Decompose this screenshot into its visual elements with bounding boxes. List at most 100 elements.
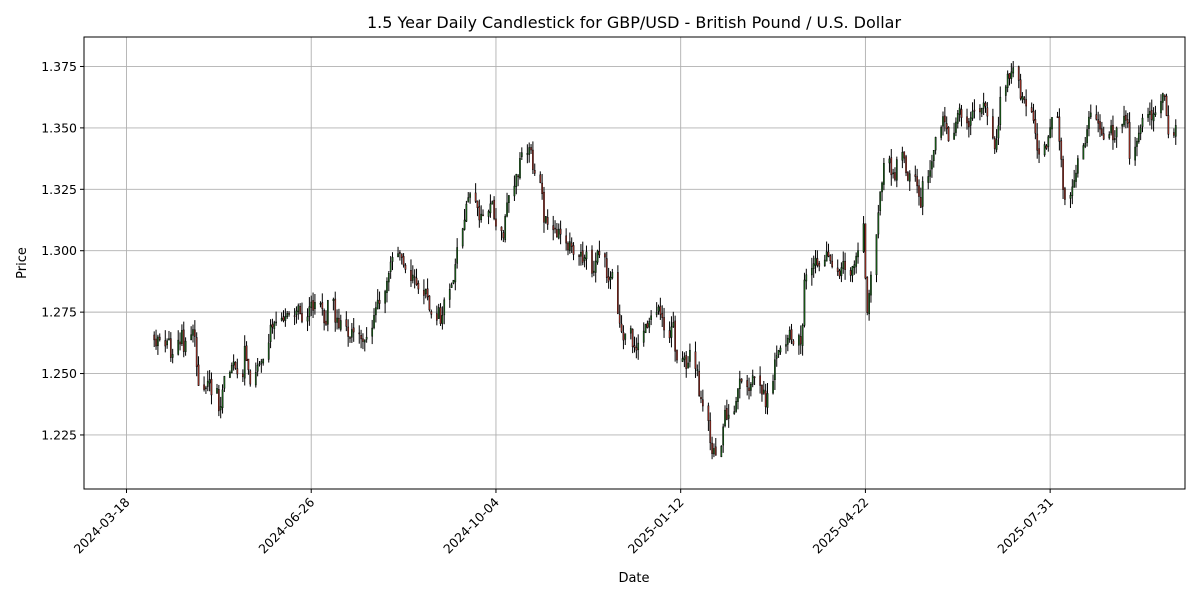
candle — [517, 174, 519, 187]
candle-body-up — [389, 261, 392, 272]
candle-body-down — [399, 252, 401, 254]
candle — [386, 277, 388, 303]
candle-body-up — [825, 251, 828, 262]
candle — [249, 369, 252, 387]
candle — [314, 293, 316, 315]
candle-body-up — [1160, 101, 1162, 114]
candle-body-up — [336, 317, 338, 323]
candle-body-up — [870, 274, 872, 296]
candle-body-down — [197, 364, 200, 386]
candle-body-up — [480, 213, 483, 220]
candle — [1071, 179, 1074, 205]
candle — [585, 245, 588, 270]
candle-body-up — [544, 216, 547, 223]
candle-body-up — [892, 172, 894, 175]
candle — [1125, 110, 1127, 129]
candle-body-down — [916, 176, 918, 187]
candle — [890, 149, 893, 186]
candle-body-up — [232, 361, 235, 366]
candle — [999, 86, 1002, 131]
candle — [940, 125, 943, 141]
candle — [254, 362, 257, 388]
candle — [158, 333, 161, 342]
candle — [326, 299, 329, 332]
candle-body-up — [437, 307, 440, 319]
candle — [1032, 103, 1035, 124]
candle-body-up — [308, 306, 311, 317]
candle — [605, 251, 608, 284]
candle — [772, 374, 774, 395]
candle-body-up — [637, 342, 640, 351]
x-tick-label: 2025-04-22 — [810, 495, 872, 557]
candle-body-down — [559, 228, 562, 235]
candle-body-up — [243, 346, 246, 379]
candle — [868, 289, 870, 321]
candle-body-up — [1069, 194, 1072, 199]
candle — [256, 357, 259, 377]
candle-body-up — [1082, 145, 1085, 160]
candle — [661, 305, 664, 328]
candle-body-up — [927, 176, 930, 183]
candle — [572, 242, 575, 261]
candle — [892, 168, 894, 179]
candle — [349, 336, 351, 343]
candle-body-down — [474, 192, 477, 202]
candle-body-down — [968, 121, 970, 128]
candle — [633, 336, 636, 353]
candle — [901, 146, 904, 169]
candle-body-down — [894, 172, 896, 180]
candle-body-down — [631, 329, 634, 348]
candle — [234, 361, 237, 370]
candle-body-up — [982, 102, 985, 109]
candle-body-up — [672, 322, 675, 328]
candle — [810, 257, 813, 286]
candle-body-up — [929, 170, 931, 177]
candle-body-up — [956, 113, 959, 124]
x-ticks: 2024-03-18 2024-06-26 2024-10-04 2025-01-12… — [71, 489, 1056, 557]
candle — [1077, 155, 1079, 178]
candle — [179, 332, 181, 351]
candle-body-up — [785, 344, 787, 347]
candle-body-down — [493, 199, 495, 219]
candle-body-down — [605, 258, 608, 278]
candle-body-up — [940, 127, 943, 138]
candle — [345, 311, 348, 332]
candle-body-up — [805, 274, 808, 282]
candle-body-up — [803, 279, 806, 326]
candle-body-down — [1032, 110, 1035, 121]
candle-body-down — [694, 351, 697, 369]
candle — [724, 405, 726, 428]
candle — [685, 351, 688, 378]
candle — [979, 104, 981, 121]
candle-body-down — [700, 397, 702, 400]
candle — [435, 305, 438, 326]
candle-body-down — [288, 313, 290, 315]
candle-body-down — [698, 370, 701, 396]
candle-body-down — [312, 300, 314, 311]
candle-body-up — [650, 315, 652, 320]
candle-body-up — [181, 330, 183, 344]
candle-body-up — [995, 139, 998, 150]
candle-body-up — [504, 216, 507, 240]
candle — [482, 209, 484, 217]
candle-body-up — [842, 261, 845, 269]
candle — [1128, 112, 1131, 165]
candle — [1163, 94, 1166, 101]
candle — [1047, 134, 1050, 152]
candle — [533, 163, 536, 176]
candle — [851, 265, 854, 283]
candle — [1043, 141, 1046, 157]
candle-body-up — [931, 161, 933, 170]
candle-body-up — [487, 211, 490, 217]
y-tick-label: 1.225 — [41, 427, 77, 442]
candle-body-up — [724, 409, 726, 427]
candle — [720, 445, 723, 458]
candle — [655, 302, 658, 318]
candle-body-up — [1108, 134, 1111, 139]
candle-body-down — [415, 277, 418, 285]
candle-body-down — [155, 338, 157, 347]
candle-body-up — [508, 195, 510, 203]
candle-body-up — [853, 264, 856, 269]
candle-body-up — [229, 372, 231, 378]
candle — [230, 362, 233, 374]
